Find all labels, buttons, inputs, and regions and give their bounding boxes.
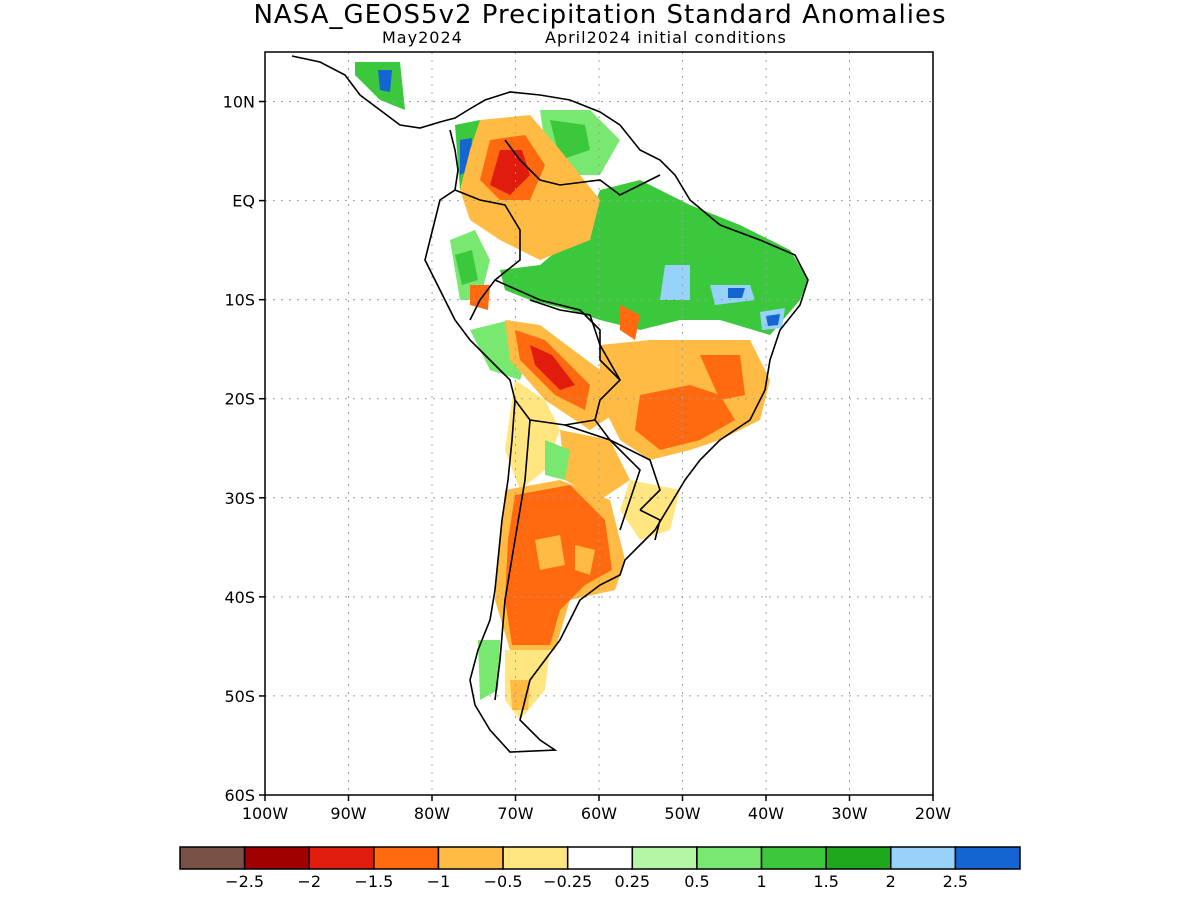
- lat-label: 60S: [224, 786, 255, 805]
- colorbar-swatch: [502, 846, 569, 870]
- latitude-labels: 10N EQ 10S 20S 30S 40S 50S 60S: [223, 93, 265, 805]
- colorbar-label: −1.5: [354, 872, 393, 891]
- lat-label: 30S: [224, 489, 255, 508]
- colorbar-label: −0.25: [543, 872, 592, 891]
- lat-label: EQ: [232, 192, 255, 211]
- initial-conditions-label: April2024 initial conditions: [545, 28, 787, 47]
- forecast-month: May2024: [382, 28, 463, 47]
- colorbar-label: 1: [756, 872, 766, 891]
- colorbar-label: −0.5: [484, 872, 523, 891]
- colorbar-swatch: [760, 846, 827, 870]
- lat-label: 10N: [223, 93, 255, 112]
- map-title: NASA_GEOS5v2 Precipitation Standard Anom…: [253, 0, 947, 30]
- colorbar-swatch: [308, 846, 375, 870]
- lat-label: 40S: [224, 588, 255, 607]
- lon-label: 30W: [831, 804, 867, 823]
- lat-label: 50S: [224, 687, 255, 706]
- colorbar-swatch: [566, 846, 634, 870]
- longitude-labels: 100W 90W 80W 70W 60W 50W 40W 30W 20W: [242, 795, 951, 823]
- colorbar-label: −1: [427, 872, 451, 891]
- lat-label: 20S: [224, 390, 255, 409]
- lon-label: 20W: [915, 804, 951, 823]
- lon-label: 100W: [242, 804, 289, 823]
- colorbar-swatch: [243, 846, 310, 870]
- colorbar-label: 2.5: [943, 872, 968, 891]
- coastline: [291, 55, 809, 753]
- lon-label: 80W: [414, 804, 450, 823]
- colorbar-swatch: [825, 846, 892, 870]
- colorbar-swatch: [373, 846, 440, 870]
- colorbar-swatch: [696, 846, 763, 870]
- colorbar-label: 0.25: [614, 872, 650, 891]
- lon-label: 90W: [330, 804, 366, 823]
- colorbar-swatch: [179, 846, 246, 870]
- lon-label: 70W: [497, 804, 533, 823]
- colorbar-label: −2: [297, 872, 321, 891]
- colorbar-swatch: [437, 846, 504, 870]
- lon-label: 60W: [581, 804, 617, 823]
- colorbar-label: −2.5: [225, 872, 264, 891]
- lon-label: 50W: [664, 804, 700, 823]
- lat-label: 10S: [224, 291, 255, 310]
- colorbar-labels: −2.5 −2 −1.5 −1 −0.5 −0.25 0.25 0.5 1 1.5 2 2.5: [225, 872, 968, 891]
- colorbar-label: 0.5: [684, 872, 709, 891]
- colorbar-swatch: [954, 846, 1021, 870]
- lon-label: 40W: [748, 804, 784, 823]
- colorbar-label: 2: [886, 872, 896, 891]
- colorbar-swatch: [631, 846, 698, 870]
- colorbar-swatch: [890, 846, 957, 870]
- anomaly-field: [355, 62, 808, 720]
- colorbar: [179, 846, 1021, 870]
- colorbar-label: 1.5: [813, 872, 838, 891]
